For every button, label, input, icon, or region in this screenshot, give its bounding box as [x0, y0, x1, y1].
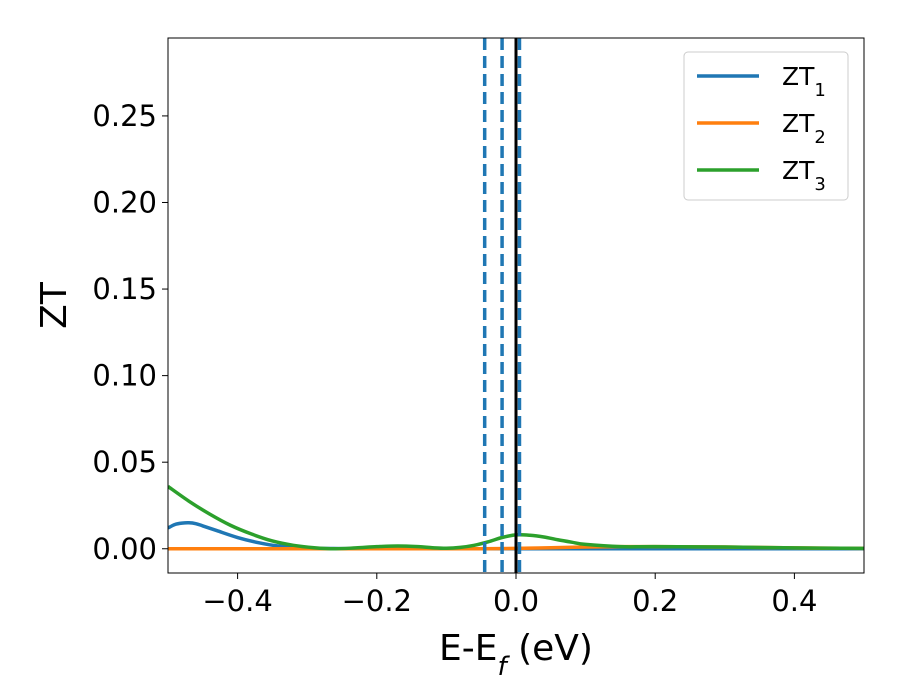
- legend-label-sub: 2: [814, 127, 825, 148]
- legend-label-base: ZT: [782, 109, 815, 138]
- legend-label-1: ZT1: [782, 62, 826, 101]
- legend-label-3: ZT3: [782, 156, 826, 195]
- legend-label-base: ZT: [782, 156, 815, 185]
- legend-label-2: ZT2: [782, 109, 826, 148]
- x-tick-label: 0.2: [632, 584, 678, 618]
- y-tick-label: 0.10: [92, 359, 157, 393]
- series-layer: [168, 484, 864, 551]
- x-tick-label: 0.4: [771, 584, 817, 618]
- x-axis-ticks: −0.4 −0.2 0.0 0.2 0.4: [202, 573, 817, 618]
- legend-label-sub: 1: [814, 80, 825, 101]
- legend-label-base: ZT: [782, 62, 815, 91]
- x-tick-label: −0.4: [202, 584, 272, 618]
- y-tick-label: 0.25: [92, 99, 157, 133]
- x-axis-label: E-Ef (eV): [439, 628, 593, 682]
- y-axis-ticks: 0.00 0.05 0.10 0.15 0.20 0.25: [92, 99, 168, 566]
- y-tick-label: 0.15: [92, 272, 157, 306]
- y-tick-label: 0.20: [92, 185, 157, 219]
- x-axis-label-part: (eV): [507, 628, 593, 669]
- legend-label-sub: 3: [814, 174, 825, 195]
- vertical-lines: [482, 38, 522, 573]
- x-tick-label: −0.2: [342, 584, 412, 618]
- series-line-3: [168, 484, 864, 551]
- legend-box: [683, 51, 849, 201]
- x-tick-label: 0.0: [493, 584, 539, 618]
- y-tick-label: 0.00: [92, 532, 157, 566]
- y-axis-label: ZT: [34, 281, 75, 329]
- y-tick-label: 0.05: [92, 445, 157, 479]
- x-axis-label-part: E-E: [439, 628, 497, 669]
